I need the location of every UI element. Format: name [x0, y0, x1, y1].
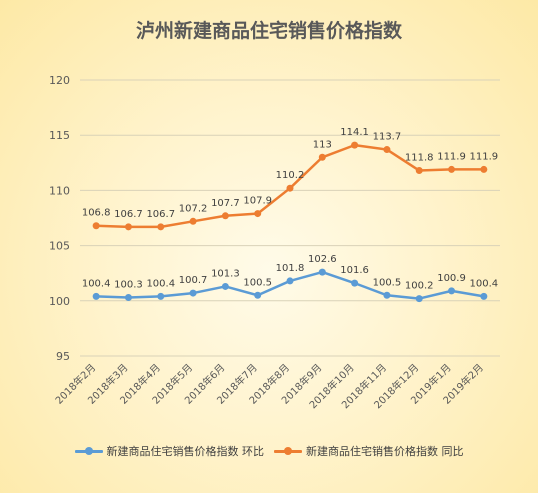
data-point: [92, 292, 100, 300]
data-label: 100.4: [82, 278, 111, 289]
data-point: [254, 291, 262, 299]
data-label: 100.7: [179, 275, 208, 286]
data-point: [92, 222, 100, 230]
y-tick-label: 95: [56, 350, 70, 363]
data-point: [286, 277, 294, 285]
legend-item: 新建商品住宅销售价格指数 同比: [274, 443, 464, 459]
data-point: [351, 279, 359, 287]
data-point: [157, 292, 165, 300]
data-label: 100.2: [405, 281, 434, 292]
data-point: [415, 295, 423, 303]
data-label: 106.7: [114, 209, 143, 220]
y-tick-label: 105: [49, 240, 70, 253]
data-point: [415, 167, 423, 175]
data-label: 114.1: [340, 127, 369, 138]
chart-title: 泸州新建商品住宅销售价格指数: [135, 20, 402, 42]
legend-item: 新建商品住宅销售价格指数 环比: [74, 443, 265, 459]
data-point: [189, 217, 197, 225]
data-label: 100.4: [470, 278, 499, 289]
data-point: [318, 153, 326, 161]
data-point: [221, 212, 229, 220]
legend-swatch: [74, 445, 103, 457]
data-label: 113: [313, 139, 332, 150]
data-label: 106.7: [146, 209, 175, 220]
data-label: 101.6: [340, 265, 369, 276]
data-point: [124, 223, 132, 231]
y-tick-label: 110: [49, 184, 70, 197]
data-point: [124, 293, 132, 301]
legend-label: 新建商品住宅销售价格指数 同比: [306, 445, 464, 458]
data-point: [480, 165, 488, 173]
y-tick-label: 100: [49, 295, 70, 308]
chart-legend: 新建商品住宅销售价格指数 环比 新建商品住宅销售价格指数 同比: [0, 441, 538, 461]
data-point: [221, 282, 229, 290]
data-point: [286, 184, 294, 192]
data-label: 100.9: [437, 273, 466, 284]
data-point: [383, 291, 391, 299]
data-label: 100.4: [146, 278, 175, 289]
data-point: [157, 223, 165, 231]
data-label: 106.8: [82, 208, 111, 219]
data-label: 100.5: [243, 277, 272, 288]
y-tick-label: 115: [49, 129, 70, 142]
data-point: [189, 289, 197, 297]
data-point: [254, 210, 262, 218]
data-label: 113.7: [373, 132, 402, 143]
data-label: 100.5: [373, 277, 402, 288]
data-label: 107.2: [179, 203, 208, 214]
data-label: 101.8: [276, 263, 305, 274]
data-point: [318, 268, 326, 276]
data-label: 107.9: [243, 196, 272, 207]
data-label: 107.7: [211, 198, 240, 209]
data-point: [448, 287, 456, 295]
data-point: [383, 146, 391, 154]
data-label: 111.8: [405, 153, 434, 164]
data-label: 111.9: [470, 151, 499, 162]
data-label: 110.2: [276, 170, 305, 181]
data-point: [448, 165, 456, 173]
y-tick-label: 120: [49, 74, 70, 87]
legend-swatch: [274, 445, 302, 457]
legend-label: 新建商品住宅销售价格指数 环比: [106, 445, 265, 458]
data-label: 101.3: [211, 268, 240, 279]
data-point: [351, 141, 359, 149]
data-point: [480, 292, 488, 300]
data-label: 100.3: [114, 279, 143, 290]
data-label: 111.9: [437, 151, 466, 162]
data-label: 102.6: [308, 254, 337, 265]
